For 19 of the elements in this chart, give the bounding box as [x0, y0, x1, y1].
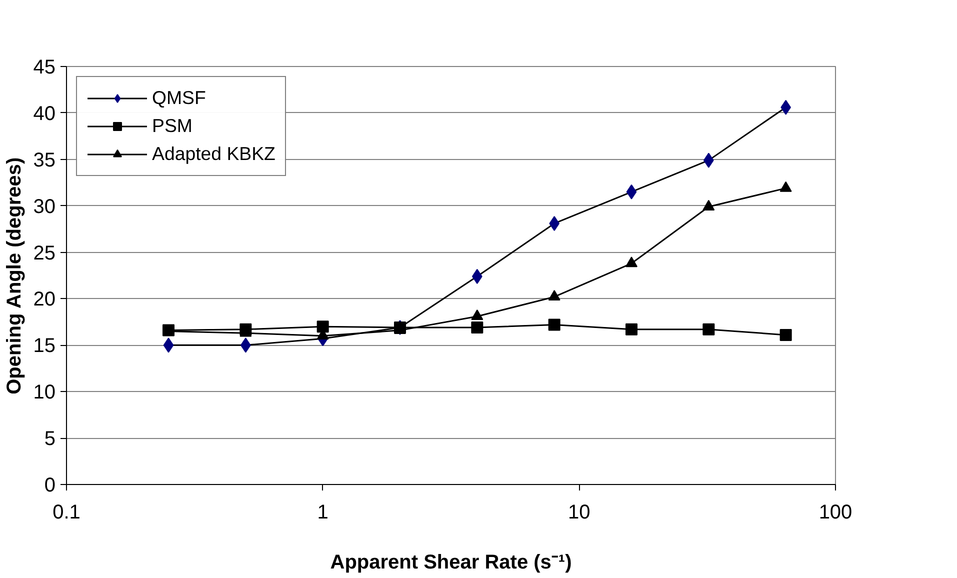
y-tick-label: 10	[33, 382, 56, 404]
y-axis-title: Opening Angle (degrees)	[3, 157, 26, 394]
y-tick-label: 5	[44, 428, 56, 450]
x-tick-label: 0.1	[52, 502, 80, 524]
y-tick-label: 35	[33, 149, 56, 172]
y-tick-label: 25	[33, 242, 56, 264]
x-tick-label: 10	[568, 502, 590, 524]
x-tick-label: 1	[317, 502, 328, 524]
x-axis-title: Apparent Shear Rate (s⁻¹)	[330, 552, 572, 574]
legend-label: QMSF	[152, 87, 206, 109]
y-tick-label: 20	[33, 288, 56, 311]
legend-label: Adapted KBKZ	[152, 143, 276, 165]
y-tick-label: 0	[44, 474, 56, 496]
y-tick-label: 15	[33, 335, 56, 358]
y-tick-label: 40	[33, 102, 56, 125]
x-tick-label: 100	[818, 502, 852, 524]
y-tick-label: 30	[33, 196, 56, 218]
y-tick-label: 45	[33, 56, 56, 78]
legend-label: PSM	[152, 115, 192, 137]
